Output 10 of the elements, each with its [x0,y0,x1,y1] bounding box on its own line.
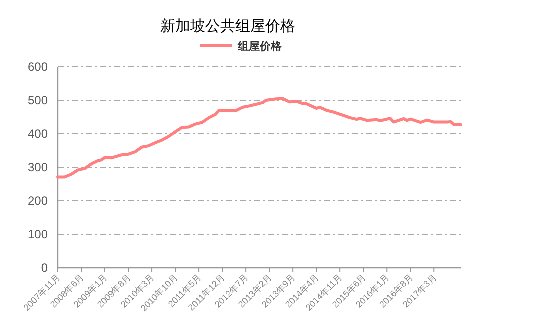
y-tick-label: 600 [28,60,48,74]
y-tick-label: 400 [28,127,48,141]
chart-title: 新加坡公共组屋价格 [160,18,296,35]
y-tick-label: 0 [41,261,48,275]
legend-label: 组屋价格 [237,40,283,53]
y-tick-label: 100 [28,228,48,242]
y-tick-label: 300 [28,160,48,174]
y-tick-label: 200 [28,194,48,208]
line-series [56,97,462,179]
y-tick-label: 500 [28,94,48,108]
